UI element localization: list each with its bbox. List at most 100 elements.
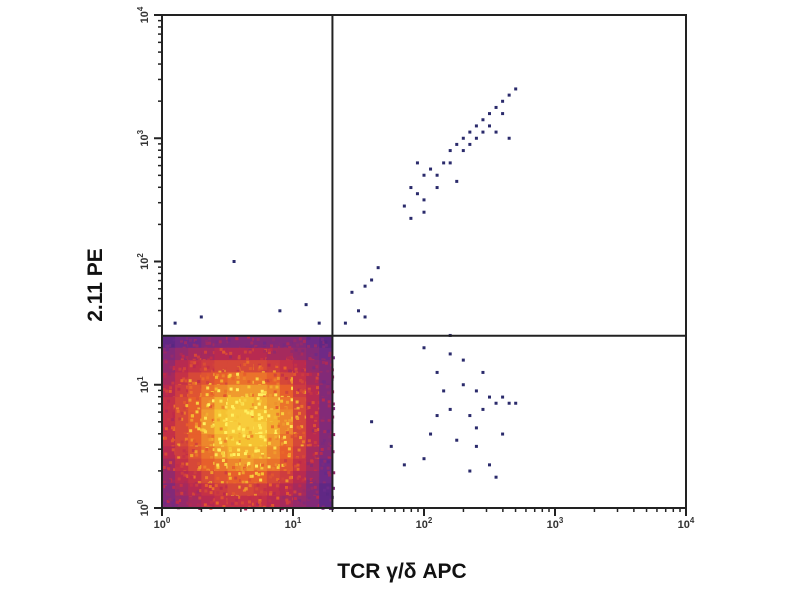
density-dot xyxy=(328,473,332,477)
density-dot xyxy=(314,361,318,365)
density-dot xyxy=(246,436,250,440)
density-dot xyxy=(296,343,300,347)
density-dot xyxy=(300,352,304,356)
density-dot xyxy=(302,489,306,493)
density-dot xyxy=(234,501,238,505)
y-tick-label: 103 xyxy=(136,129,151,146)
density-dot xyxy=(289,369,293,373)
density-dot xyxy=(196,490,200,494)
density-dot xyxy=(240,501,244,505)
density-dot xyxy=(247,335,251,339)
density-dot xyxy=(307,405,311,409)
density-dot xyxy=(212,393,216,397)
density-dot xyxy=(164,452,168,456)
density-dot xyxy=(208,450,212,454)
data-point xyxy=(173,321,177,325)
data-point xyxy=(468,469,472,473)
density-dot xyxy=(176,489,180,493)
density-dot xyxy=(293,497,297,501)
density-dot xyxy=(308,443,312,447)
density-dot xyxy=(246,463,250,467)
density-dot xyxy=(222,419,226,423)
density-dot xyxy=(210,471,214,475)
density-dot xyxy=(189,429,193,433)
density-dot xyxy=(185,355,189,359)
density-dot xyxy=(281,412,285,416)
density-dot xyxy=(304,477,308,481)
density-dot xyxy=(258,365,262,369)
data-point xyxy=(514,87,518,91)
density-dot xyxy=(217,342,221,346)
density-dot xyxy=(193,339,197,343)
density-dot xyxy=(231,429,235,433)
density-dot xyxy=(326,370,330,374)
density-dot xyxy=(270,473,274,477)
density-dot xyxy=(228,476,232,480)
density-dot xyxy=(310,353,314,357)
density-dot xyxy=(221,369,225,373)
density-dot xyxy=(190,414,194,418)
density-dot xyxy=(296,416,300,420)
density-dot xyxy=(185,451,189,455)
density-dot xyxy=(284,377,288,381)
density-dot xyxy=(238,422,242,426)
density-dot xyxy=(227,338,231,342)
density-dot xyxy=(209,404,213,408)
density-dot xyxy=(247,455,251,459)
density-dot xyxy=(180,491,184,495)
data-point xyxy=(501,99,505,103)
density-dot xyxy=(164,427,168,431)
density-dot xyxy=(208,438,212,442)
density-dot xyxy=(263,349,267,353)
density-dot xyxy=(182,449,186,453)
density-dot xyxy=(307,488,311,492)
density-dot xyxy=(180,471,184,475)
data-point xyxy=(474,389,478,393)
density-dot xyxy=(280,399,284,403)
density-dot xyxy=(231,437,235,441)
density-dot xyxy=(296,406,300,410)
density-dot xyxy=(215,340,219,344)
density-dot xyxy=(261,435,265,439)
density-dot xyxy=(178,499,182,503)
density-dot xyxy=(273,502,277,506)
density-dot xyxy=(267,351,271,355)
density-dot xyxy=(281,477,285,481)
density-dot xyxy=(183,401,187,405)
density-dot xyxy=(230,502,234,506)
density-dot xyxy=(238,442,242,446)
density-dot xyxy=(258,503,262,507)
density-dot xyxy=(326,492,330,496)
density-dot xyxy=(287,500,291,504)
density-dot xyxy=(326,460,330,464)
density-dot xyxy=(240,401,244,405)
density-dot xyxy=(307,336,311,340)
tick-exponent: 3 xyxy=(136,129,145,134)
x-tick-label: 104 xyxy=(678,516,695,531)
data-point xyxy=(448,149,452,153)
density-dot xyxy=(189,385,193,389)
density-dot xyxy=(164,469,168,473)
density-dot xyxy=(218,413,222,417)
density-dot xyxy=(185,462,189,466)
density-dot xyxy=(194,422,198,426)
density-dot xyxy=(168,389,172,393)
density-dot xyxy=(224,431,228,435)
density-dot xyxy=(284,427,288,431)
density-dot xyxy=(327,400,331,404)
density-dot xyxy=(236,380,240,384)
density-dot xyxy=(172,437,176,441)
density-dot xyxy=(242,376,246,380)
density-dot xyxy=(205,412,209,416)
density-dot xyxy=(221,459,225,463)
x-tick-label: 101 xyxy=(285,516,302,531)
data-point xyxy=(415,192,419,196)
density-dot xyxy=(207,434,211,438)
density-dot xyxy=(268,369,272,373)
density-dot xyxy=(191,449,195,453)
density-dot xyxy=(300,404,304,408)
data-point xyxy=(429,432,433,436)
density-dot xyxy=(231,405,235,409)
density-dot xyxy=(299,342,303,346)
density-dot xyxy=(180,440,184,444)
